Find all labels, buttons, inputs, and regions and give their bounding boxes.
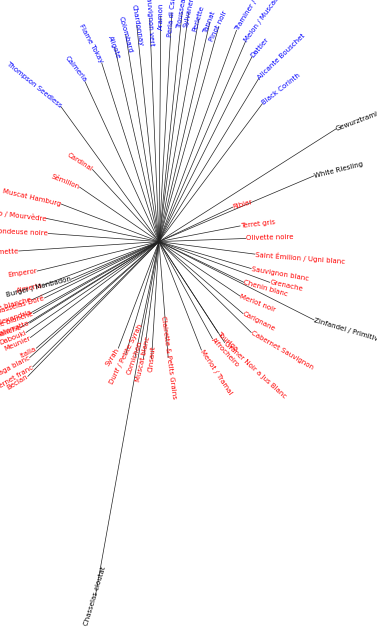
Text: Saint Émilion / Ugni blanc: Saint Émilion / Ugni blanc	[255, 250, 345, 265]
Text: Grenache: Grenache	[269, 280, 303, 292]
Text: Trousseau: Trousseau	[176, 0, 188, 29]
Text: Aramon: Aramon	[158, 2, 164, 29]
Text: Beclan: Beclan	[6, 374, 29, 391]
Text: Merlot noir: Merlot noir	[239, 293, 277, 313]
Text: Chenin blanc: Chenin blanc	[243, 280, 289, 298]
Text: Mondeuse noire: Mondeuse noire	[0, 228, 48, 236]
Text: Aligote: Aligote	[107, 35, 122, 60]
Text: Dabouki: Dabouki	[0, 330, 27, 346]
Text: Traminer / Savagnin: Traminer / Savagnin	[234, 0, 276, 32]
Text: Cinsaut: Cinsaut	[147, 346, 156, 372]
Text: Emperor: Emperor	[7, 268, 37, 278]
Text: Flame Tokay: Flame Tokay	[78, 24, 104, 64]
Text: Cabernet franc: Cabernet franc	[0, 364, 34, 396]
Text: Dattier: Dattier	[250, 36, 270, 58]
Text: Almeria: Almeria	[16, 283, 43, 294]
Text: Grand Noir de la Calmette: Grand Noir de la Calmette	[0, 248, 19, 258]
Text: Olivette blanche: Olivette blanche	[0, 311, 34, 335]
Text: Sylvaner: Sylvaner	[182, 0, 195, 28]
Text: Zinfandel / Primitivo: Zinfandel / Primitivo	[313, 317, 377, 343]
Text: Durif / Petite Syrah: Durif / Petite Syrah	[108, 324, 143, 385]
Text: Colombard: Colombard	[118, 15, 133, 54]
Text: Clairette blanche: Clairette blanche	[0, 297, 32, 318]
Text: Muscat Hamburg: Muscat Hamburg	[2, 188, 62, 207]
Text: Folle blanche: Folle blanche	[0, 324, 21, 346]
Text: Thompson Seedless: Thompson Seedless	[5, 61, 63, 109]
Text: Muscat of Alexandria: Muscat of Alexandria	[0, 310, 32, 338]
Text: Chasselas Doré: Chasselas Doré	[0, 295, 45, 316]
Text: Perlette: Perlette	[192, 5, 205, 33]
Text: White Riesling: White Riesling	[313, 161, 363, 179]
Text: Ribier: Ribier	[232, 199, 253, 210]
Text: Alfrocheiro: Alfrocheiro	[210, 337, 241, 369]
Text: Cornichon: Cornichon	[126, 340, 144, 375]
Text: Sauvignon blanc: Sauvignon blanc	[251, 266, 309, 282]
Text: Melon / Muscadet: Melon / Muscadet	[243, 0, 285, 43]
Text: Meunier: Meunier	[3, 335, 32, 352]
Text: Cabernet Sauvignon: Cabernet Sauvignon	[250, 330, 314, 371]
Text: / Malaga blanc: / Malaga blanc	[0, 355, 31, 384]
Text: Carignane: Carignane	[242, 311, 276, 333]
Text: Merlot / Tramal: Merlot / Tramal	[199, 348, 233, 396]
Text: Gewurztraminer: Gewurztraminer	[335, 106, 377, 131]
Text: Sauvignon vert: Sauvignon vert	[145, 0, 155, 45]
Text: Burger / Monbadon: Burger / Monbadon	[5, 276, 72, 298]
Text: Catarratto: Catarratto	[0, 321, 31, 339]
Text: Cardinal: Cardinal	[66, 152, 94, 172]
Text: Italia: Italia	[20, 346, 38, 359]
Text: Perla di Csaba: Perla di Csaba	[167, 0, 177, 38]
Text: Pinot noir: Pinot noir	[209, 10, 228, 43]
Text: Chardonnay: Chardonnay	[130, 4, 143, 47]
Text: Terret gris: Terret gris	[240, 219, 275, 229]
Text: Tannat: Tannat	[203, 10, 217, 34]
Text: Calmeria: Calmeria	[63, 55, 87, 83]
Text: Clairette & Petits Grains: Clairette & Petits Grains	[159, 316, 177, 399]
Text: Chasselas cioutat: Chasselas cioutat	[84, 566, 107, 627]
Text: Mataro / Mourvèdre: Mataro / Mourvèdre	[0, 207, 47, 222]
Text: Alicante Bouschet: Alicante Bouschet	[257, 33, 306, 81]
Text: Touriga: Touriga	[216, 330, 239, 352]
Text: Sémillon: Sémillon	[51, 173, 81, 190]
Text: Black Corinth: Black Corinth	[261, 72, 301, 106]
Text: Olivette noire: Olivette noire	[246, 234, 293, 241]
Text: Muscat blanc: Muscat blanc	[135, 335, 152, 382]
Text: Syrah: Syrah	[105, 347, 121, 367]
Text: Graner Noir a Jus Blanc: Graner Noir a Jus Blanc	[223, 340, 287, 399]
